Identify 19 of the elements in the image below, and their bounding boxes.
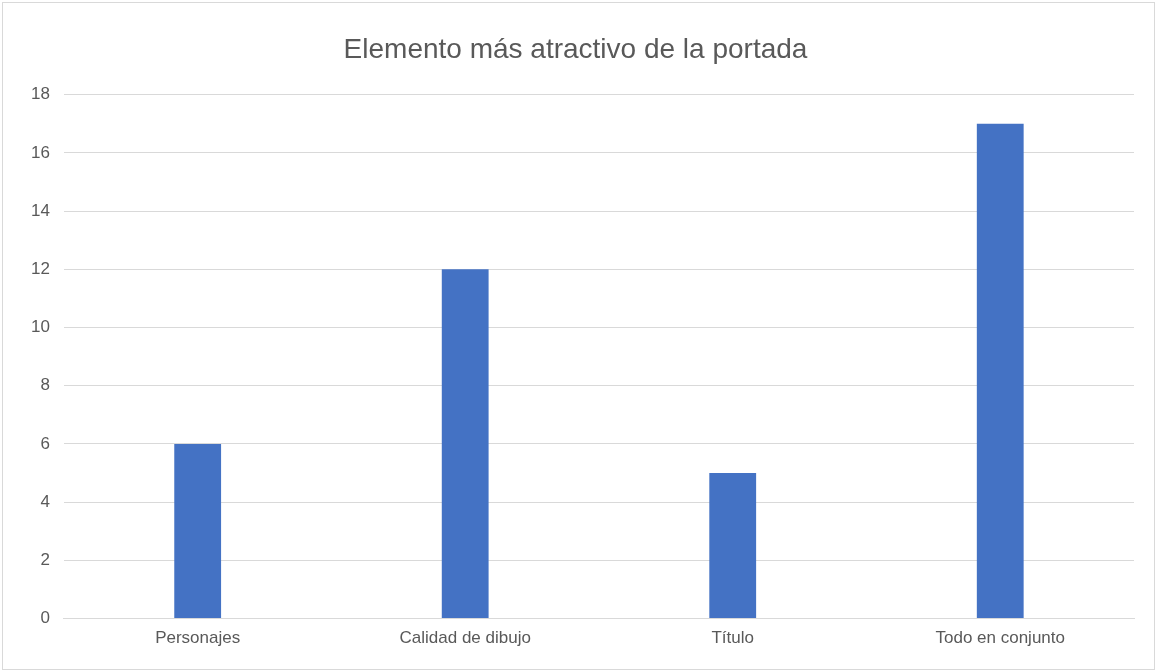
chart-title: Elemento más atractivo de la portada xyxy=(343,32,808,64)
y-tick-label: 18 xyxy=(30,84,50,104)
y-tick-label: 2 xyxy=(40,550,50,570)
bar xyxy=(174,443,222,619)
x-tick-label: Título xyxy=(711,628,754,648)
y-tick-label: 4 xyxy=(40,491,50,511)
y-tick-label: 12 xyxy=(30,258,50,278)
y-tick-label: 16 xyxy=(30,142,50,162)
bar xyxy=(976,123,1024,619)
y-tick-label: 0 xyxy=(40,608,50,628)
x-tick-label: Calidad de dibujo xyxy=(399,628,531,648)
y-tick-label: 14 xyxy=(30,200,50,220)
y-tick-label: 8 xyxy=(40,375,50,395)
x-tick-label: Todo en conjunto xyxy=(935,628,1065,648)
y-tick-label: 10 xyxy=(30,317,50,337)
bar xyxy=(441,269,489,619)
x-tick-label: Personajes xyxy=(155,628,241,648)
bar xyxy=(709,473,757,619)
y-tick-label: 6 xyxy=(40,433,50,453)
